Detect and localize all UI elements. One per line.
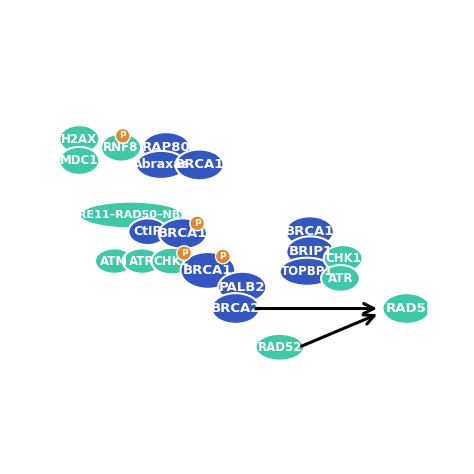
Text: P: P [119, 131, 126, 140]
Ellipse shape [324, 245, 363, 272]
Ellipse shape [142, 132, 190, 163]
Text: BRCA1: BRCA1 [183, 264, 233, 277]
Ellipse shape [280, 258, 335, 286]
Text: RAD5: RAD5 [386, 302, 427, 315]
Text: PALB2: PALB2 [219, 281, 265, 293]
Text: ATR: ATR [129, 255, 155, 268]
Ellipse shape [101, 134, 141, 162]
Text: CtIP: CtIP [134, 225, 162, 238]
Ellipse shape [128, 219, 167, 245]
Ellipse shape [216, 249, 230, 264]
Ellipse shape [59, 147, 100, 175]
Text: BRCA1: BRCA1 [158, 227, 208, 240]
Text: CHK2: CHK2 [154, 255, 190, 268]
Ellipse shape [95, 248, 134, 274]
Ellipse shape [115, 128, 130, 143]
Ellipse shape [59, 125, 100, 153]
Text: Abraxas: Abraxas [133, 158, 190, 172]
Ellipse shape [211, 293, 260, 324]
Ellipse shape [190, 216, 204, 231]
Ellipse shape [151, 248, 191, 274]
Text: MDC1: MDC1 [60, 155, 99, 167]
Ellipse shape [79, 201, 183, 228]
Ellipse shape [286, 216, 334, 247]
Ellipse shape [159, 219, 207, 249]
Ellipse shape [177, 246, 191, 260]
Text: ATR: ATR [328, 272, 353, 285]
Text: P: P [219, 252, 226, 261]
Ellipse shape [218, 272, 266, 302]
Text: BRIP1: BRIP1 [288, 245, 332, 258]
Text: BRCA1: BRCA1 [285, 225, 334, 238]
Text: TOPBP1: TOPBP1 [281, 265, 333, 278]
Ellipse shape [321, 265, 360, 292]
Text: RAD52: RAD52 [257, 341, 302, 354]
Text: H2AX: H2AX [61, 133, 97, 146]
Text: RAP80: RAP80 [142, 141, 191, 154]
Text: BRCA2: BRCA2 [211, 302, 260, 315]
Text: MRE11–RAD50–NBS1: MRE11–RAD50–NBS1 [67, 210, 195, 220]
Text: ATM: ATM [100, 255, 128, 268]
Ellipse shape [123, 248, 162, 274]
Ellipse shape [181, 252, 235, 289]
Ellipse shape [383, 293, 430, 324]
Text: P: P [181, 248, 187, 257]
Ellipse shape [286, 237, 335, 267]
Text: BRCA1: BRCA1 [175, 158, 224, 172]
Ellipse shape [136, 151, 186, 179]
Ellipse shape [255, 334, 304, 361]
Text: P: P [194, 219, 201, 228]
Text: CHK1: CHK1 [325, 252, 361, 265]
Text: RNF8: RNF8 [103, 141, 139, 154]
Ellipse shape [175, 149, 224, 180]
